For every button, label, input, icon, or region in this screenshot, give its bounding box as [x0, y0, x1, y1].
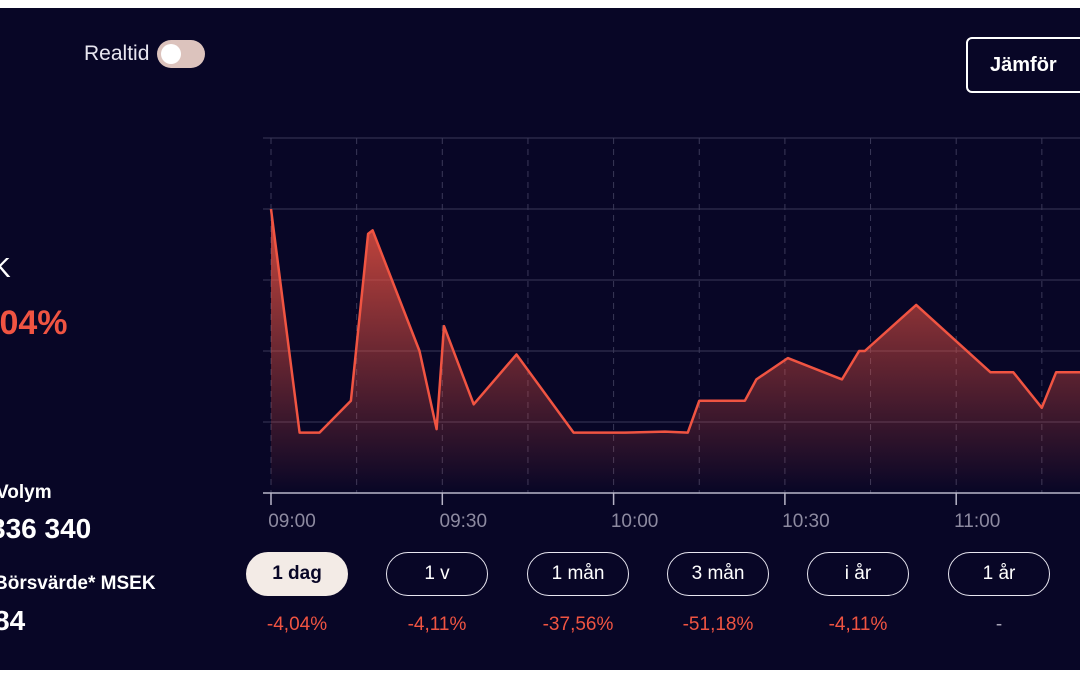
period-change: -51,18% [682, 614, 754, 635]
x-axis-ticks: 09:00 09:30 10:00 10:30 11:00 [268, 493, 1000, 532]
period-item: 1 v -4,11% [386, 552, 488, 636]
price-line [269, 208, 1080, 434]
x-tick-label: 09:30 [440, 511, 488, 532]
market-cap-value: 84 [0, 605, 26, 636]
period-change: -4,04% [266, 614, 328, 635]
period-button-3-months[interactable]: 3 mån [667, 552, 769, 596]
price-chart: 09:00 09:30 10:00 10:30 11:00 [263, 137, 1080, 532]
x-tick-label: 10:00 [611, 511, 659, 532]
period-button-1-week[interactable]: 1 v [386, 552, 488, 596]
period-item: 1 mån -37,56% [527, 552, 629, 636]
x-tick-label: 11:00 [954, 511, 1000, 532]
period-button-1-month[interactable]: 1 mån [527, 552, 629, 596]
period-button-1-day[interactable]: 1 dag [246, 552, 348, 596]
price-unit: K [0, 252, 11, 283]
period-button-ytd[interactable]: i år [807, 552, 909, 596]
price-area-fill [271, 209, 1080, 493]
compare-button[interactable]: Jämför [966, 37, 1080, 93]
volume-label: Volym [0, 482, 52, 503]
period-change: - [995, 614, 1003, 635]
period-change: -4,11% [407, 614, 467, 635]
period-item: i år -4,11% [807, 552, 909, 636]
toggle-knob [161, 44, 182, 64]
x-tick-label: 10:30 [782, 511, 830, 532]
volume-value: 336 340 [0, 513, 92, 544]
period-selector: 1 dag -4,04% 1 v -4,11% 1 mån -37,56% 3 … [0, 552, 1080, 652]
stock-chart-panel: Realtid Jämför K ,04% Volym 336 340 Börs… [0, 8, 1080, 670]
realtime-control: Realtid [84, 40, 206, 68]
realtime-toggle[interactable] [157, 40, 206, 68]
period-change: -37,56% [542, 614, 614, 635]
day-change-percent: ,04% [0, 304, 68, 342]
period-button-1-year[interactable]: 1 år [948, 552, 1050, 596]
market-cap-label: Börsvärde* MSEK [0, 573, 156, 594]
period-item: 1 dag -4,04% [246, 552, 348, 636]
x-tick-label: 09:00 [268, 511, 316, 532]
period-change: -4,11% [828, 614, 888, 635]
period-item: 1 år - [948, 552, 1050, 636]
period-item: 3 mån -51,18% [667, 552, 769, 636]
realtime-label: Realtid [84, 42, 150, 65]
